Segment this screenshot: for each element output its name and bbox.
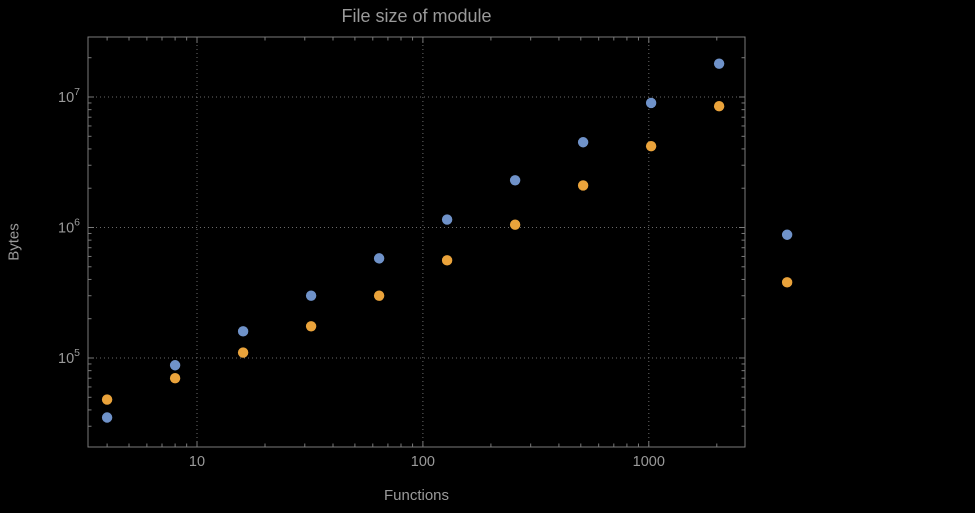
data-point-blue [101, 412, 113, 423]
data-point-blue [713, 58, 725, 69]
x-tick-label: 10 [189, 454, 205, 470]
data-point-orange [781, 277, 793, 288]
data-point-orange [305, 321, 317, 332]
data-point-blue [169, 360, 181, 371]
data-point-orange [237, 347, 249, 358]
data-point-orange [373, 290, 385, 301]
y-tick-label: 107 [58, 86, 80, 106]
data-point-orange [441, 255, 453, 266]
x-axis-label: Functions [383, 487, 450, 504]
data-point-blue [781, 229, 793, 240]
plot-frame [87, 36, 746, 448]
data-point-blue [509, 175, 521, 186]
data-point-orange [101, 394, 113, 405]
y-tick-label: 106 [58, 217, 80, 237]
chart-title: File size of module [341, 6, 492, 26]
data-point-orange [509, 219, 521, 230]
x-tick-label: 100 [411, 454, 435, 470]
x-tick-label: 1000 [633, 454, 665, 470]
data-point-blue [373, 253, 385, 264]
data-point-orange [577, 180, 589, 191]
data-point-orange [645, 140, 657, 152]
data-point-blue [237, 326, 249, 337]
data-point-blue [645, 97, 657, 109]
data-point-orange [169, 373, 181, 384]
data-point-orange [713, 101, 725, 112]
data-point-blue [441, 214, 453, 225]
y-tick-label: 105 [58, 347, 80, 367]
data-point-blue [305, 290, 317, 301]
data-point-blue [577, 137, 589, 148]
